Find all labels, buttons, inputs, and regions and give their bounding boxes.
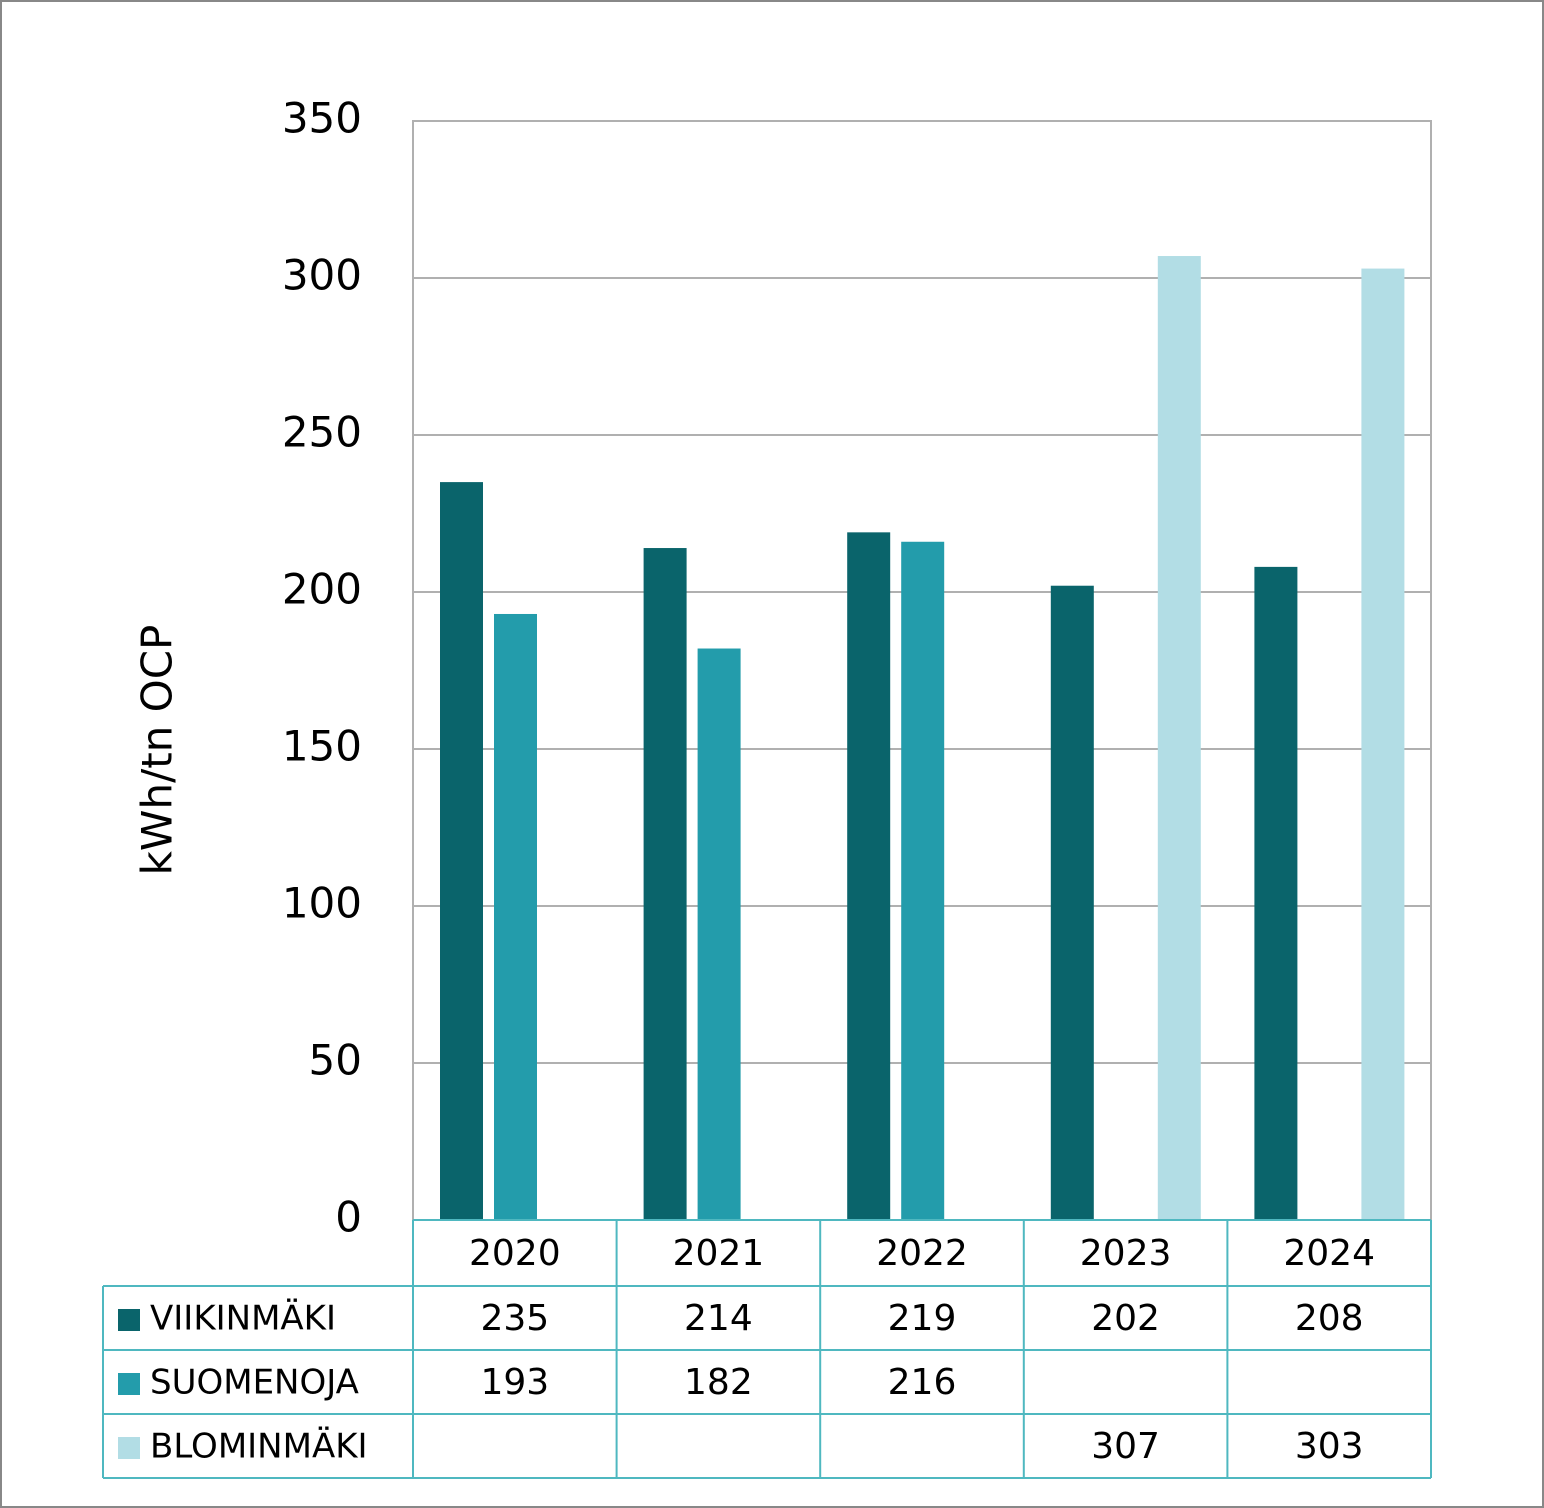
bar — [440, 482, 483, 1221]
bar — [643, 548, 687, 1220]
x-tick-label: 2021 — [673, 1233, 765, 1274]
bar — [901, 541, 945, 1220]
x-tick-label: 2020 — [469, 1233, 561, 1274]
x-tick-label: 2023 — [1080, 1233, 1172, 1274]
y-tick-label: 150 — [282, 722, 362, 771]
bar — [1050, 585, 1094, 1220]
data-label: 216 — [888, 1362, 957, 1403]
y-tick-label: 300 — [282, 251, 362, 300]
y-tick-label: 100 — [282, 879, 362, 928]
legend-swatch — [118, 1309, 140, 1331]
bar — [1254, 566, 1298, 1220]
data-label: 235 — [480, 1298, 549, 1339]
legend-swatch — [118, 1437, 140, 1459]
bar — [494, 613, 537, 1220]
legend-label: BLOMINMÄKI — [150, 1427, 368, 1467]
data-label: 219 — [888, 1298, 957, 1339]
x-tick-label: 2022 — [876, 1233, 968, 1274]
y-tick-label: 200 — [282, 565, 362, 614]
bar — [1157, 256, 1201, 1220]
y-axis-label: kWh/tn OCP — [133, 625, 182, 876]
y-tick-label: 0 — [335, 1193, 362, 1242]
bar — [1361, 268, 1405, 1221]
data-label: 202 — [1091, 1298, 1160, 1339]
data-label: 303 — [1295, 1426, 1364, 1467]
y-tick-label: 50 — [309, 1036, 362, 1085]
data-label: 193 — [480, 1362, 549, 1403]
y-tick-label: 350 — [282, 94, 362, 143]
data-label: 214 — [684, 1298, 753, 1339]
data-label: 208 — [1295, 1298, 1364, 1339]
y-tick-label: 250 — [282, 408, 362, 457]
legend-label: SUOMENOJA — [150, 1363, 359, 1403]
legend-swatch — [118, 1373, 140, 1395]
bar — [697, 648, 741, 1220]
data-label: 307 — [1091, 1426, 1160, 1467]
data-label: 182 — [684, 1362, 753, 1403]
legend-label: VIIKINMÄKI — [150, 1299, 336, 1339]
bar — [847, 532, 891, 1220]
x-tick-label: 2024 — [1283, 1233, 1375, 1274]
